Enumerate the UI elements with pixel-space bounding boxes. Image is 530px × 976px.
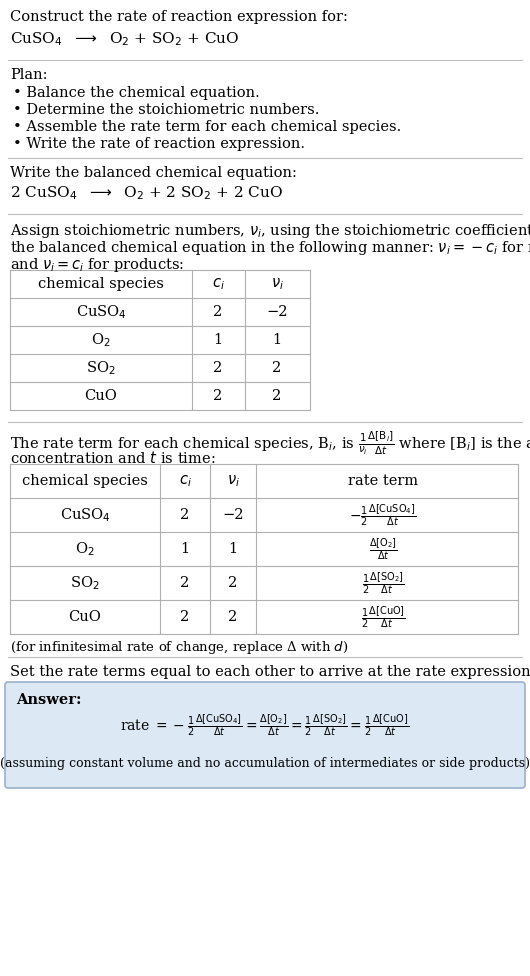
- Text: 1: 1: [272, 333, 281, 347]
- Text: CuO: CuO: [85, 389, 118, 403]
- Text: 2: 2: [180, 610, 190, 624]
- Text: −2: −2: [222, 508, 244, 522]
- Text: $c_i$: $c_i$: [179, 473, 191, 489]
- Text: 1: 1: [180, 542, 190, 556]
- Text: (for infinitesimal rate of change, replace Δ with $d$): (for infinitesimal rate of change, repla…: [10, 639, 348, 656]
- Text: O$_2$: O$_2$: [91, 331, 111, 348]
- Text: CuSO$_4$: CuSO$_4$: [76, 304, 126, 321]
- Text: 2: 2: [228, 576, 237, 590]
- Text: 2: 2: [214, 361, 223, 375]
- Text: the balanced chemical equation in the following manner: $\nu_i = -c_i$ for react: the balanced chemical equation in the fo…: [10, 239, 530, 257]
- Text: $\nu_i$: $\nu_i$: [270, 276, 284, 292]
- Text: • Write the rate of reaction expression.: • Write the rate of reaction expression.: [13, 137, 305, 151]
- Text: Assign stoichiometric numbers, $\nu_i$, using the stoichiometric coefficients, $: Assign stoichiometric numbers, $\nu_i$, …: [10, 222, 530, 240]
- Text: (assuming constant volume and no accumulation of intermediates or side products): (assuming constant volume and no accumul…: [0, 757, 530, 770]
- Text: and $\nu_i = c_i$ for products:: and $\nu_i = c_i$ for products:: [10, 256, 184, 274]
- Text: • Determine the stoichiometric numbers.: • Determine the stoichiometric numbers.: [13, 103, 320, 117]
- Text: 2: 2: [272, 361, 281, 375]
- Text: $\nu_i$: $\nu_i$: [226, 473, 240, 489]
- Text: Answer:: Answer:: [16, 693, 82, 707]
- Text: • Assemble the rate term for each chemical species.: • Assemble the rate term for each chemic…: [13, 120, 401, 134]
- Text: 2: 2: [180, 508, 190, 522]
- Text: 2: 2: [272, 389, 281, 403]
- Text: −2: −2: [266, 305, 288, 319]
- Text: 1: 1: [214, 333, 223, 347]
- Text: $-\frac{1}{2}\frac{\Delta[\mathrm{CuSO_4}]}{\Delta t}$: $-\frac{1}{2}\frac{\Delta[\mathrm{CuSO_4…: [349, 502, 417, 528]
- Text: $\frac{\Delta[\mathrm{O_2}]}{\Delta t}$: $\frac{\Delta[\mathrm{O_2}]}{\Delta t}$: [369, 536, 398, 562]
- Text: chemical species: chemical species: [38, 277, 164, 291]
- Text: concentration and $t$ is time:: concentration and $t$ is time:: [10, 450, 216, 466]
- FancyBboxPatch shape: [5, 682, 525, 788]
- Text: Write the balanced chemical equation:: Write the balanced chemical equation:: [10, 166, 297, 180]
- Text: 2: 2: [228, 610, 237, 624]
- Text: Plan:: Plan:: [10, 68, 48, 82]
- Text: • Balance the chemical equation.: • Balance the chemical equation.: [13, 86, 260, 100]
- Text: 2: 2: [214, 389, 223, 403]
- Text: CuSO$_4$: CuSO$_4$: [60, 507, 110, 524]
- Text: 1: 1: [228, 542, 237, 556]
- Text: The rate term for each chemical species, B$_i$, is $\frac{1}{\nu_i}\frac{\Delta[: The rate term for each chemical species,…: [10, 430, 530, 458]
- Text: CuO: CuO: [68, 610, 101, 624]
- Text: 2: 2: [214, 305, 223, 319]
- Text: CuSO$_4$  $\longrightarrow$  O$_2$ + SO$_2$ + CuO: CuSO$_4$ $\longrightarrow$ O$_2$ + SO$_2…: [10, 30, 240, 48]
- Text: $\frac{1}{2}\frac{\Delta[\mathrm{CuO}]}{\Delta t}$: $\frac{1}{2}\frac{\Delta[\mathrm{CuO}]}{…: [360, 604, 405, 630]
- Text: chemical species: chemical species: [22, 474, 148, 488]
- Text: O$_2$: O$_2$: [75, 540, 95, 558]
- Text: $c_i$: $c_i$: [211, 276, 224, 292]
- Text: 2: 2: [180, 576, 190, 590]
- Text: 2 CuSO$_4$  $\longrightarrow$  O$_2$ + 2 SO$_2$ + 2 CuO: 2 CuSO$_4$ $\longrightarrow$ O$_2$ + 2 S…: [10, 184, 283, 202]
- Text: rate $= -\frac{1}{2}\frac{\Delta[\mathrm{CuSO_4}]}{\Delta t} = \frac{\Delta[\mat: rate $= -\frac{1}{2}\frac{\Delta[\mathrm…: [120, 712, 410, 738]
- Text: Construct the rate of reaction expression for:: Construct the rate of reaction expressio…: [10, 10, 348, 24]
- Text: SO$_2$: SO$_2$: [70, 574, 100, 591]
- Text: SO$_2$: SO$_2$: [86, 359, 116, 377]
- Text: Set the rate terms equal to each other to arrive at the rate expression:: Set the rate terms equal to each other t…: [10, 665, 530, 679]
- Text: rate term: rate term: [348, 474, 418, 488]
- Text: $\frac{1}{2}\frac{\Delta[\mathrm{SO_2}]}{\Delta t}$: $\frac{1}{2}\frac{\Delta[\mathrm{SO_2}]}…: [361, 570, 404, 596]
